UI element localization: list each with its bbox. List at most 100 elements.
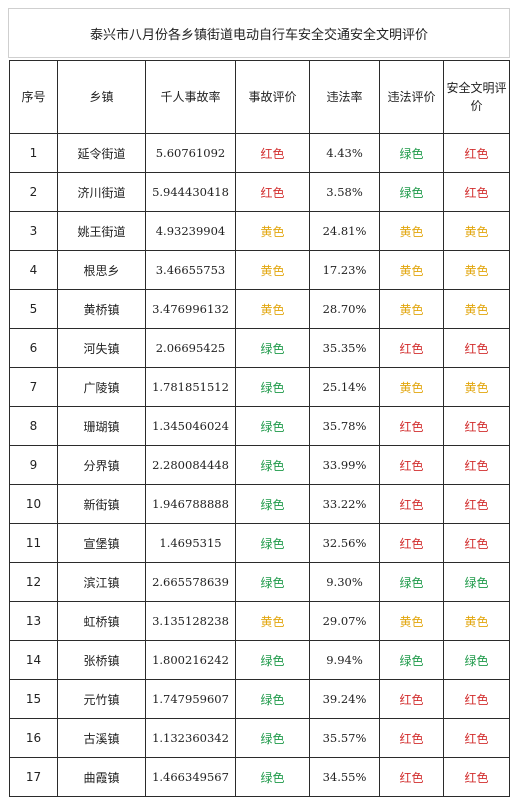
cell-accident-rate: 5.60761092 xyxy=(145,133,236,173)
cell-town: 河失镇 xyxy=(57,328,146,368)
table-row: 11 宣堡镇 1.4695315 绿色 32.56% 红色 红色 xyxy=(9,523,510,563)
cell-town: 姚王街道 xyxy=(57,211,146,251)
cell-index: 13 xyxy=(9,601,58,641)
table-row: 3 姚王街道 4.93239904 黄色 24.81% 黄色 黄色 xyxy=(9,211,510,251)
header-violation-eval: 违法评价 xyxy=(379,60,444,134)
table-row: 17 曲霞镇 1.466349567 绿色 34.55% 红色 红色 xyxy=(9,757,510,797)
cell-town: 济川街道 xyxy=(57,172,146,212)
cell-violation-rate: 28.70% xyxy=(309,289,380,329)
cell-accident-rate: 1.345046024 xyxy=(145,406,236,446)
cell-accident-eval: 绿色 xyxy=(235,757,310,797)
cell-accident-rate: 3.135128238 xyxy=(145,601,236,641)
cell-violation-eval: 黄色 xyxy=(379,601,444,641)
cell-violation-eval: 黄色 xyxy=(379,367,444,407)
cell-safety-eval: 红色 xyxy=(443,523,510,563)
cell-town: 张桥镇 xyxy=(57,640,146,680)
cell-violation-rate: 34.55% xyxy=(309,757,380,797)
cell-violation-eval: 红色 xyxy=(379,679,444,719)
cell-safety-eval: 红色 xyxy=(443,328,510,368)
cell-violation-eval: 绿色 xyxy=(379,562,444,602)
cell-accident-rate: 1.466349567 xyxy=(145,757,236,797)
cell-accident-eval: 红色 xyxy=(235,172,310,212)
table-header-row: 序号 乡镇 千人事故率 事故评价 违法率 违法评价 安全文明评价 xyxy=(9,60,510,134)
cell-safety-eval: 红色 xyxy=(443,757,510,797)
cell-accident-rate: 2.06695425 xyxy=(145,328,236,368)
cell-accident-rate: 1.946788888 xyxy=(145,484,236,524)
cell-violation-eval: 红色 xyxy=(379,523,444,563)
cell-town: 黄桥镇 xyxy=(57,289,146,329)
cell-index: 8 xyxy=(9,406,58,446)
cell-safety-eval: 红色 xyxy=(443,172,510,212)
document-title: 泰兴市八月份各乡镇街道电动自行车安全交通安全文明评价 xyxy=(8,8,510,58)
cell-index: 1 xyxy=(9,133,58,173)
cell-town: 新街镇 xyxy=(57,484,146,524)
cell-town: 元竹镇 xyxy=(57,679,146,719)
table-body: 1 延令街道 5.60761092 红色 4.43% 绿色 红色 2 济川街道 5.9444304… xyxy=(9,133,510,797)
cell-safety-eval: 黄色 xyxy=(443,211,510,251)
cell-accident-eval: 绿色 xyxy=(235,562,310,602)
cell-town: 曲霞镇 xyxy=(57,757,146,797)
table-row: 6 河失镇 2.06695425 绿色 35.35% 红色 红色 xyxy=(9,328,510,368)
cell-violation-eval: 绿色 xyxy=(379,133,444,173)
cell-violation-rate: 4.43% xyxy=(309,133,380,173)
cell-violation-rate: 39.24% xyxy=(309,679,380,719)
cell-safety-eval: 黄色 xyxy=(443,367,510,407)
table-row: 16 古溪镇 1.132360342 绿色 35.57% 红色 红色 xyxy=(9,718,510,758)
cell-accident-eval: 绿色 xyxy=(235,679,310,719)
cell-violation-rate: 3.58% xyxy=(309,172,380,212)
cell-accident-rate: 3.46655753 xyxy=(145,250,236,290)
cell-index: 7 xyxy=(9,367,58,407)
cell-index: 14 xyxy=(9,640,58,680)
cell-safety-eval: 红色 xyxy=(443,133,510,173)
cell-safety-eval: 红色 xyxy=(443,445,510,485)
cell-violation-eval: 红色 xyxy=(379,406,444,446)
cell-town: 宣堡镇 xyxy=(57,523,146,563)
table-row: 5 黄桥镇 3.476996132 黄色 28.70% 黄色 黄色 xyxy=(9,289,510,329)
cell-town: 古溪镇 xyxy=(57,718,146,758)
cell-accident-eval: 绿色 xyxy=(235,523,310,563)
cell-safety-eval: 红色 xyxy=(443,718,510,758)
cell-index: 5 xyxy=(9,289,58,329)
cell-safety-eval: 绿色 xyxy=(443,640,510,680)
header-violation-rate: 违法率 xyxy=(309,60,380,134)
cell-accident-eval: 黄色 xyxy=(235,289,310,329)
header-accident-eval: 事故评价 xyxy=(235,60,310,134)
cell-violation-rate: 17.23% xyxy=(309,250,380,290)
table-row: 9 分界镇 2.280084448 绿色 33.99% 红色 红色 xyxy=(9,445,510,485)
cell-town: 广陵镇 xyxy=(57,367,146,407)
cell-violation-eval: 红色 xyxy=(379,484,444,524)
cell-accident-eval: 黄色 xyxy=(235,211,310,251)
cell-accident-eval: 绿色 xyxy=(235,328,310,368)
cell-accident-eval: 红色 xyxy=(235,133,310,173)
header-town: 乡镇 xyxy=(57,60,146,134)
header-accident-rate: 千人事故率 xyxy=(145,60,236,134)
cell-index: 3 xyxy=(9,211,58,251)
cell-accident-rate: 1.747959607 xyxy=(145,679,236,719)
cell-violation-eval: 红色 xyxy=(379,757,444,797)
cell-violation-rate: 9.30% xyxy=(309,562,380,602)
cell-violation-rate: 35.78% xyxy=(309,406,380,446)
table-row: 12 滨江镇 2.665578639 绿色 9.30% 绿色 绿色 xyxy=(9,562,510,602)
cell-violation-rate: 33.99% xyxy=(309,445,380,485)
cell-accident-eval: 绿色 xyxy=(235,484,310,524)
cell-town: 延令街道 xyxy=(57,133,146,173)
cell-safety-eval: 绿色 xyxy=(443,562,510,602)
cell-index: 4 xyxy=(9,250,58,290)
cell-index: 9 xyxy=(9,445,58,485)
cell-accident-eval: 绿色 xyxy=(235,406,310,446)
table-row: 8 珊瑚镇 1.345046024 绿色 35.78% 红色 红色 xyxy=(9,406,510,446)
table-row: 2 济川街道 5.944430418 红色 3.58% 绿色 红色 xyxy=(9,172,510,212)
cell-violation-eval: 绿色 xyxy=(379,640,444,680)
cell-violation-rate: 9.94% xyxy=(309,640,380,680)
cell-accident-rate: 1.4695315 xyxy=(145,523,236,563)
cell-violation-rate: 29.07% xyxy=(309,601,380,641)
cell-town: 根思乡 xyxy=(57,250,146,290)
cell-violation-rate: 33.22% xyxy=(309,484,380,524)
cell-index: 17 xyxy=(9,757,58,797)
cell-violation-eval: 红色 xyxy=(379,445,444,485)
cell-violation-eval: 黄色 xyxy=(379,250,444,290)
cell-accident-rate: 4.93239904 xyxy=(145,211,236,251)
header-index: 序号 xyxy=(9,60,58,134)
cell-accident-rate: 1.781851512 xyxy=(145,367,236,407)
